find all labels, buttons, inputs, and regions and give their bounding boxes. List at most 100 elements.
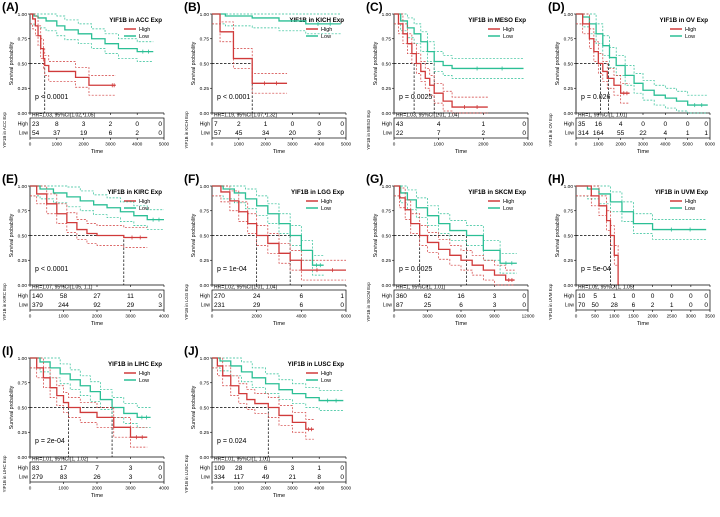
high-survival-curve — [576, 13, 630, 94]
legend-high-label: High — [321, 371, 332, 377]
risk-high-count: 0 — [158, 465, 162, 472]
risk-low-count: 6 — [300, 302, 304, 309]
risk-high-count: 0 — [340, 465, 344, 472]
risk-low-count: 49 — [262, 474, 270, 481]
legend-high-label: High — [685, 27, 696, 33]
high-ci-upper — [394, 13, 488, 98]
risk-high-count: 43 — [396, 121, 404, 128]
high-ci-upper — [576, 13, 630, 84]
x-tick-label: 1000 — [234, 142, 245, 147]
risk-low-count: 28 — [611, 302, 619, 309]
legend-high-label: High — [685, 199, 696, 205]
km-panel-e: (E)YIF1B in KIRC ExpHighLow0.000.250.500… — [2, 172, 170, 327]
risk-high-count: 16 — [595, 121, 603, 128]
risk-high-count: 16 — [457, 293, 465, 300]
x-tick-label: 2000 — [92, 314, 103, 319]
risk-row-high-label: High — [200, 122, 211, 128]
x-tick-label: 1000 — [52, 142, 63, 147]
x-tick-label: 3000 — [686, 314, 697, 319]
risk-low-count: 3 — [129, 474, 133, 481]
hazard-ratio: HR=1.01, 95%CI(1, 1.02) — [32, 457, 89, 463]
risk-high-count: 1 — [482, 121, 486, 128]
high-survival-curve — [30, 13, 116, 86]
y-tick-label: 0.75 — [18, 381, 28, 387]
risk-low-count: 244 — [58, 302, 69, 309]
x-tick-label: 2000 — [478, 142, 489, 147]
risk-high-count: 8 — [55, 121, 59, 128]
risk-high-count: 7 — [95, 465, 99, 472]
panel-label: (A) — [2, 0, 19, 14]
y-axis-label: Survival probability — [373, 41, 379, 85]
y-tick-label: 0.00 — [200, 455, 210, 461]
legend-low-label: Low — [321, 34, 331, 40]
hazard-ratio: HR=1.01, 95%CI(1, 1.01) — [214, 457, 271, 463]
y-tick-label: 0.25 — [200, 258, 210, 264]
risk-low-count: 22 — [639, 130, 647, 137]
x-tick-label: 0 — [29, 486, 32, 491]
y-tick-label: 1.00 — [382, 12, 392, 18]
panel-label: (B) — [184, 0, 201, 14]
risk-table-group-label: YIF1B in KICH Exp — [184, 111, 189, 149]
risk-high-count: 1 — [612, 293, 616, 300]
y-tick-label: 0.00 — [200, 111, 210, 117]
y-tick-label: 0.75 — [382, 37, 392, 43]
risk-low-count: 1 — [686, 130, 690, 137]
risk-table-group-label: YIF1B in LGG Exp — [184, 283, 189, 320]
low-ci-upper — [212, 185, 324, 256]
low-ci-upper — [394, 185, 517, 254]
x-tick-label: 4000 — [159, 314, 170, 319]
x-tick-label: 3000 — [125, 486, 136, 491]
median-lines — [30, 407, 113, 457]
risk-low-count: 83 — [60, 474, 68, 481]
risk-high-count: 10 — [578, 293, 586, 300]
risk-low-count: 231 — [214, 302, 225, 309]
chart-title: YIF1B in KICH Exp — [289, 17, 344, 24]
y-tick-label: 0.25 — [18, 258, 28, 264]
risk-low-count: 37 — [53, 130, 61, 137]
risk-low-count: 6 — [632, 302, 636, 309]
risk-low-count: 8 — [317, 474, 321, 481]
risk-low-count: 0 — [522, 130, 526, 137]
p-value: p < 0.0001 — [217, 94, 250, 101]
risk-low-count: 0 — [340, 474, 344, 481]
high-ci-upper — [30, 357, 148, 428]
high-ci-lower — [212, 195, 346, 281]
low-survival-curve — [212, 13, 341, 25]
legend-high-label: High — [503, 27, 514, 33]
risk-low-count: 54 — [32, 130, 40, 137]
y-tick-label: 0.75 — [200, 37, 210, 43]
risk-high-count: 7 — [214, 121, 218, 128]
x-tick-label: 9000 — [489, 314, 500, 319]
x-tick-label: 500 — [591, 314, 599, 319]
low-survival-curve — [212, 357, 344, 402]
panel-label: (E) — [2, 172, 18, 186]
risk-high-count: 2 — [237, 121, 241, 128]
risk-high-count: 0 — [158, 121, 162, 128]
x-tick-label: 2000 — [92, 486, 103, 491]
x-tick-label: 0 — [575, 314, 578, 319]
km-panel-g: (G)YIF1B in SKCM ExpHighLow0.000.250.500… — [366, 172, 535, 327]
x-tick-label: 0 — [575, 142, 578, 147]
chart-title: YIF1B in MESO Exp — [468, 17, 526, 24]
legend-low-label: Low — [139, 34, 149, 40]
x-axis-label: Time — [637, 321, 649, 327]
risk-high-count: 0 — [291, 121, 295, 128]
x-tick-label: 4000 — [660, 142, 671, 147]
risk-high-count: 62 — [424, 293, 432, 300]
legend-low-label: Low — [685, 206, 695, 212]
risk-row-low-label: Low — [201, 131, 211, 137]
risk-high-count: 0 — [522, 293, 526, 300]
risk-high-count: 140 — [32, 293, 43, 300]
median-lines — [212, 407, 269, 457]
x-axis-label: Time — [273, 321, 285, 327]
x-tick-label: 0 — [29, 314, 32, 319]
chart-title: YIF1B in UVM Exp — [655, 189, 709, 196]
low-survival-curve — [30, 185, 164, 221]
panel-label: (C) — [366, 0, 383, 14]
km-panel-c: (C)YIF1B in MESO ExpHighLow0.000.250.500… — [366, 0, 534, 155]
x-tick-label: 5000 — [341, 142, 352, 147]
median-lines — [576, 235, 611, 285]
km-panel-f: (F)YIF1B in LGG ExpHighLow0.000.250.500.… — [184, 172, 352, 327]
